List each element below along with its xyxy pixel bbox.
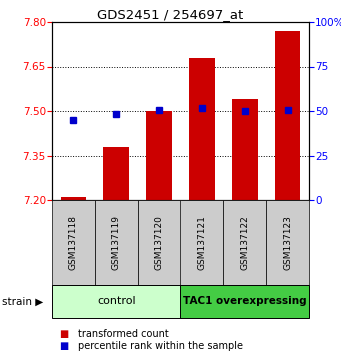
Text: percentile rank within the sample: percentile rank within the sample — [77, 341, 242, 351]
Bar — [266, 200, 309, 285]
Bar — [189, 58, 215, 200]
Bar — [146, 111, 172, 200]
Text: GSM137118: GSM137118 — [69, 215, 78, 270]
Bar — [103, 147, 129, 200]
Bar — [180, 200, 223, 285]
Text: GDS2451 / 254697_at: GDS2451 / 254697_at — [98, 8, 243, 21]
Text: GSM137121: GSM137121 — [197, 215, 206, 270]
Text: GSM137120: GSM137120 — [154, 215, 164, 270]
Text: GSM137119: GSM137119 — [112, 215, 121, 270]
Text: GSM137123: GSM137123 — [283, 215, 292, 270]
Bar — [52, 200, 95, 285]
Text: ■: ■ — [59, 341, 68, 351]
Bar — [275, 31, 300, 200]
Text: strain ▶: strain ▶ — [2, 297, 43, 307]
Bar — [223, 200, 266, 285]
Bar — [138, 200, 180, 285]
Bar — [95, 200, 138, 285]
Bar — [61, 197, 86, 200]
Text: transformed count: transformed count — [77, 329, 168, 339]
Text: control: control — [97, 297, 136, 307]
Bar — [180, 285, 309, 318]
Text: GSM137122: GSM137122 — [240, 215, 249, 270]
Text: ■: ■ — [59, 329, 68, 339]
Bar — [232, 99, 257, 200]
Text: TAC1 overexpressing: TAC1 overexpressing — [183, 297, 307, 307]
Bar — [52, 285, 180, 318]
